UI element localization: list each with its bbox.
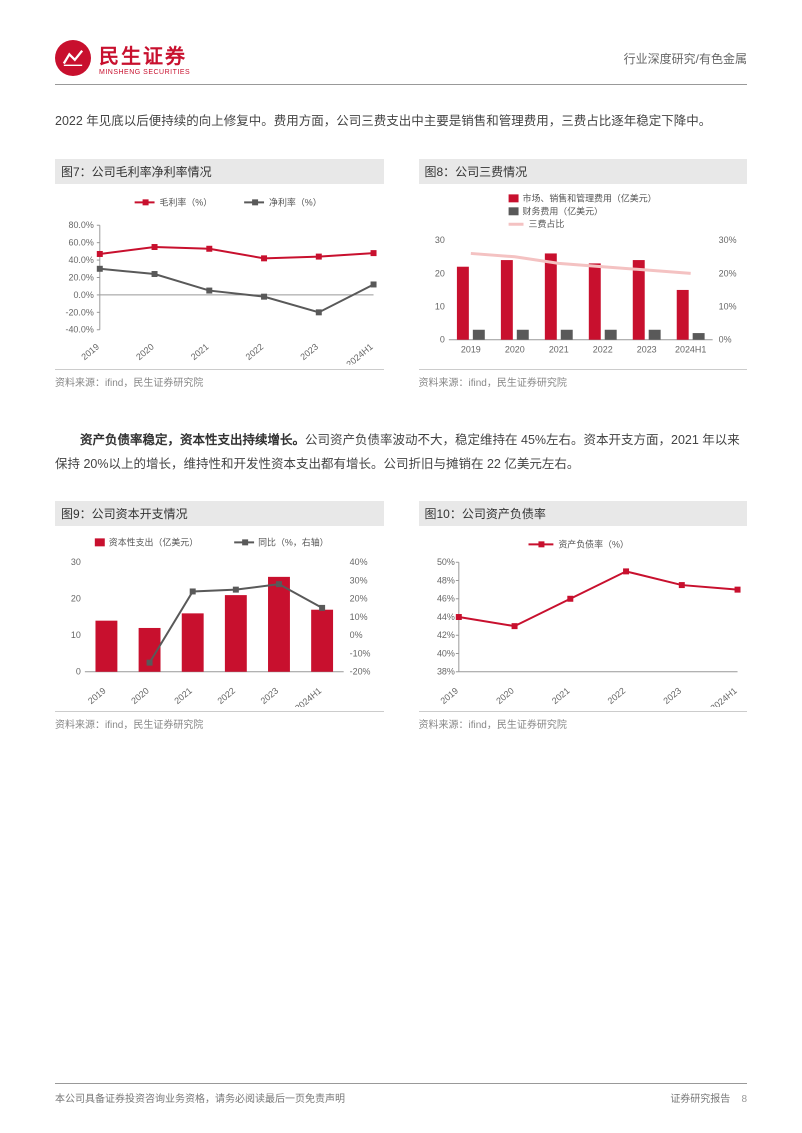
chart-10-svg: 资产负债率（%） 38% 40% 42% 44% 46% 48% 50% 2019 2020 202… (419, 532, 748, 707)
svg-text:30%: 30% (718, 235, 736, 245)
chart-10-block: 图10：公司资产负债率 资产负债率（%） 38% 40% 42% 44% 46% 48% 50… (419, 501, 748, 761)
svg-text:30: 30 (434, 235, 444, 245)
svg-text:2022: 2022 (605, 686, 627, 706)
chart-9-title: 图9：公司资本开支情况 (55, 501, 384, 526)
footer-disclaimer: 本公司具备证券投资咨询业务资格，请务必阅读最后一页免责声明 (55, 1090, 345, 1105)
svg-text:20: 20 (71, 594, 81, 604)
svg-text:0: 0 (439, 334, 444, 344)
para2-bold: 资产负债率稳定，资本性支出持续增长。 (80, 433, 305, 447)
page-number: 8 (741, 1094, 747, 1105)
svg-text:10%: 10% (350, 612, 368, 622)
svg-text:2019: 2019 (79, 341, 101, 361)
svg-text:80.0%: 80.0% (68, 220, 93, 230)
chart-9-svg: 资本性支出（亿美元） 同比（%，右轴） 0 10 20 30 -20% -10% 0% 10% 20… (55, 532, 384, 707)
chart-7-source: 资料来源：ifind，民生证券研究院 (55, 369, 384, 389)
svg-text:40%: 40% (350, 557, 368, 567)
paragraph-2: 资产负债率稳定，资本性支出持续增长。公司资产负债率波动不大，稳定维持在 45%左… (55, 429, 747, 477)
svg-text:2024H1: 2024H1 (708, 686, 738, 707)
svg-text:10: 10 (434, 301, 444, 311)
svg-text:-10%: -10% (350, 649, 371, 659)
svg-text:50%: 50% (436, 557, 454, 567)
svg-text:2019: 2019 (86, 686, 108, 706)
page-header: 民生证券 MINSHENG SECURITIES 行业深度研究/有色金属 (55, 40, 747, 85)
svg-text:2021: 2021 (172, 686, 194, 706)
svg-text:2023: 2023 (259, 686, 281, 706)
chart-10-source: 资料来源：ifind，民生证券研究院 (419, 711, 748, 731)
svg-text:资本性支出（亿美元）: 资本性支出（亿美元） (109, 537, 198, 548)
svg-text:净利率（%）: 净利率（%） (269, 196, 322, 207)
svg-text:0%: 0% (718, 334, 731, 344)
svg-text:2022: 2022 (244, 341, 266, 361)
svg-text:46%: 46% (436, 594, 454, 604)
svg-text:2020: 2020 (129, 686, 151, 706)
svg-text:2020: 2020 (504, 344, 524, 354)
svg-text:2019: 2019 (438, 686, 460, 706)
svg-text:44%: 44% (436, 612, 454, 622)
svg-text:资产负债率（%）: 资产负债率（%） (558, 539, 629, 550)
svg-text:2020: 2020 (494, 686, 516, 706)
svg-text:30%: 30% (350, 576, 368, 586)
svg-text:2021: 2021 (548, 344, 568, 354)
svg-text:10%: 10% (718, 301, 736, 311)
svg-text:财务费用（亿美元）: 财务费用（亿美元） (522, 205, 602, 216)
svg-text:2024H1: 2024H1 (344, 341, 374, 364)
header-category: 行业深度研究/有色金属 (624, 50, 747, 67)
svg-text:48%: 48% (436, 576, 454, 586)
svg-text:2020: 2020 (134, 341, 156, 361)
svg-text:20%: 20% (718, 268, 736, 278)
logo: 民生证券 MINSHENG SECURITIES (55, 40, 190, 76)
svg-text:2023: 2023 (636, 344, 656, 354)
paragraph-1: 2022 年见底以后便持续的向上修复中。费用方面，公司三费支出中主要是销售和管理… (55, 110, 747, 134)
svg-text:-20.0%: -20.0% (65, 307, 93, 317)
chart-9-block: 图9：公司资本开支情况 资本性支出（亿美元） 同比（%，右轴） 0 10 20 30 -20… (55, 501, 384, 761)
svg-text:2024H1: 2024H1 (675, 344, 706, 354)
chart-8-svg: 市场、销售和管理费用（亿美元） 财务费用（亿美元） 三费占比 0 10 20 30 0% 10%… (419, 190, 748, 365)
svg-text:60.0%: 60.0% (68, 237, 93, 247)
svg-text:2021: 2021 (189, 341, 211, 361)
svg-text:毛利率（%）: 毛利率（%） (160, 196, 213, 207)
svg-text:2022: 2022 (592, 344, 612, 354)
svg-text:42%: 42% (436, 630, 454, 640)
page-footer: 本公司具备证券投资咨询业务资格，请务必阅读最后一页免责声明 证券研究报告 8 (55, 1083, 747, 1105)
chart-7-title: 图7：公司毛利率净利率情况 (55, 159, 384, 184)
logo-text-en: MINSHENG SECURITIES (99, 69, 190, 76)
svg-text:2021: 2021 (549, 686, 571, 706)
svg-text:38%: 38% (436, 667, 454, 677)
chart-10-title: 图10：公司资产负债率 (419, 501, 748, 526)
svg-text:20%: 20% (350, 594, 368, 604)
svg-text:2022: 2022 (215, 686, 237, 706)
chart-8-block: 图8：公司三费情况 市场、销售和管理费用（亿美元） 财务费用（亿美元） 三费占比 0 1… (419, 159, 748, 419)
svg-text:三费占比: 三费占比 (528, 218, 564, 229)
svg-text:-40.0%: -40.0% (65, 324, 93, 334)
svg-text:同比（%，右轴）: 同比（%，右轴） (258, 537, 329, 548)
svg-text:0%: 0% (350, 630, 363, 640)
logo-icon (55, 40, 91, 76)
chart-8-title: 图8：公司三费情况 (419, 159, 748, 184)
chart-9-source: 资料来源：ifind，民生证券研究院 (55, 711, 384, 731)
svg-text:10: 10 (71, 630, 81, 640)
svg-text:20: 20 (434, 268, 444, 278)
logo-text-cn: 民生证券 (99, 40, 190, 69)
svg-text:20.0%: 20.0% (68, 272, 93, 282)
svg-text:2024H1: 2024H1 (293, 686, 323, 707)
chart-7-block: 图7：公司毛利率净利率情况 毛利率（%） 净利率（%） -40.0% -20.0% 0.… (55, 159, 384, 419)
svg-text:2019: 2019 (460, 344, 480, 354)
chart-7-svg: 毛利率（%） 净利率（%） -40.0% -20.0% 0.0% 20.0% 40.0% 60… (55, 190, 384, 365)
svg-text:40%: 40% (436, 649, 454, 659)
svg-text:2023: 2023 (661, 686, 683, 706)
svg-text:市场、销售和管理费用（亿美元）: 市场、销售和管理费用（亿美元） (522, 192, 656, 203)
svg-text:2023: 2023 (298, 341, 320, 361)
svg-text:-20%: -20% (350, 667, 371, 677)
svg-text:0: 0 (76, 667, 81, 677)
svg-text:40.0%: 40.0% (68, 255, 93, 265)
footer-right: 证券研究报告 8 (670, 1090, 747, 1105)
chart-8-source: 资料来源：ifind，民生证券研究院 (419, 369, 748, 389)
svg-text:30: 30 (71, 557, 81, 567)
svg-text:0.0%: 0.0% (73, 290, 93, 300)
